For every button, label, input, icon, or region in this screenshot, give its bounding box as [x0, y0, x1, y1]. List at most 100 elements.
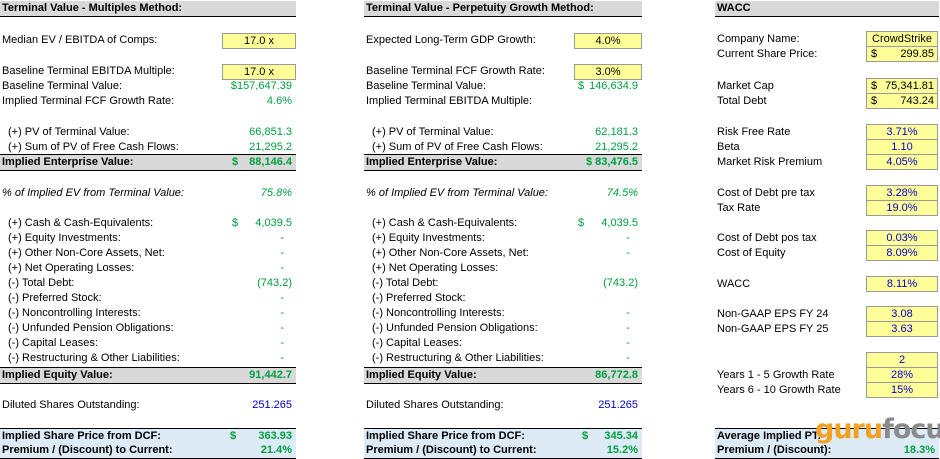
gdp-input[interactable]: 4.0% — [574, 33, 642, 49]
debt-value: (743.2) — [257, 277, 292, 289]
rf-input[interactable]: 3.71% — [866, 124, 938, 140]
perpetuity-title: Terminal Value - Perpetuity Growth Metho… — [366, 2, 594, 14]
eps25-label: Non-GAAP EPS FY 25 — [717, 323, 829, 335]
wacc-title: WACC — [717, 2, 751, 14]
cod-pre-label: Cost of Debt pre tax — [717, 187, 815, 199]
p-equity-inv-row: (+) Equity Investments: - — [364, 231, 642, 246]
wacc-header: WACC — [715, 1, 939, 17]
p-ieq-value: 86,772.8 — [595, 369, 638, 381]
price-value: 363.93 — [258, 430, 292, 442]
p-nol-label: (+) Net Operating Losses: — [372, 262, 499, 274]
noncore-row: (+) Other Non-Core Assets, Net: - — [0, 246, 296, 261]
shares-value: 251.265 — [252, 399, 292, 411]
p-shares-value: 251.265 — [598, 399, 638, 411]
nci-label: (-) Noncontrolling Interests: — [8, 307, 141, 319]
mcap-currency: $ — [871, 80, 878, 92]
p-equity-inv-label: (+) Equity Investments: — [372, 232, 485, 244]
mcap-row: Market Cap — [715, 79, 939, 94]
total-debt-input[interactable]: $ 743.24 — [866, 93, 938, 109]
implied-growth-row: Implied Terminal FCF Growth Rate: 4.6% — [0, 94, 296, 109]
total-debt-currency: $ — [871, 95, 878, 107]
cash-currency: $ — [232, 217, 239, 229]
mcap-label: Market Cap — [717, 80, 774, 92]
nol-value: - — [280, 262, 284, 274]
g610-row: Years 6 - 10 Growth Rate — [715, 383, 939, 398]
g610-input[interactable]: 15% — [866, 382, 938, 398]
p-noncore-value: - — [626, 247, 630, 259]
logo-part-guru: guru — [815, 414, 883, 445]
share-price-label: Current Share Price: — [717, 48, 818, 60]
leases-row: (-) Capital Leases: - — [0, 336, 296, 351]
p-iev-label: Implied Enterprise Value: — [366, 156, 498, 168]
coe-input[interactable]: 8.09% — [866, 245, 938, 261]
eps25-input[interactable]: 3.63 — [866, 321, 938, 337]
g15-input[interactable]: 28% — [866, 367, 938, 383]
mcap-input[interactable]: $ 75,341.81 — [866, 78, 938, 94]
baseline-mult-input[interactable]: 17.0 x — [222, 64, 296, 80]
p-nol-row: (+) Net Operating Losses: — [364, 261, 642, 276]
p-baseline-tv-row: Baseline Terminal Value: $ 146,634.9 — [364, 79, 642, 94]
beta-input[interactable]: 1.10 — [866, 139, 938, 155]
median-input[interactable]: 17.0 x — [222, 33, 296, 49]
p-iev-currency: $ — [586, 156, 593, 168]
fcf-growth-row: Baseline Terminal FCF Growth Rate: 3.0% — [364, 64, 642, 80]
mrp-row: Market Risk Premium — [715, 155, 939, 170]
fcf-growth-input[interactable]: 3.0% — [574, 64, 642, 80]
p-nci-label: (-) Noncontrolling Interests: — [372, 307, 505, 319]
eps24-input[interactable]: 3.08 — [866, 306, 938, 322]
nol-row: (+) Net Operating Losses: - — [0, 261, 296, 276]
p-cash-currency: $ — [578, 217, 585, 229]
rf-label: Risk Free Rate — [717, 126, 791, 138]
cash-value: 4,039.5 — [255, 217, 292, 229]
p-price-currency: $ — [582, 430, 589, 442]
premium-value: 21.4% — [260, 444, 292, 456]
perpetuity-header: Terminal Value - Perpetuity Growth Metho… — [364, 1, 642, 17]
pv-fcf-value: 21,295.2 — [249, 141, 292, 153]
p-equity-inv-value: - — [626, 232, 630, 244]
avg-pt-row: Average Implied PT: — [715, 428, 939, 444]
p-pref-row: (-) Preferred Stock: — [364, 291, 642, 306]
share-price-value: 299.85 — [900, 48, 934, 60]
p-nci-row: (-) Noncontrolling Interests: - — [364, 306, 642, 321]
cod-post-input[interactable]: 0.03% — [866, 230, 938, 246]
p-pct-value: 74.5% — [606, 187, 638, 199]
p-cash-label: (+) Cash & Cash-Equivalents: — [372, 217, 518, 229]
share-price-currency: $ — [871, 48, 878, 60]
implied-growth-value: 4.6% — [266, 95, 292, 107]
wacc-premium-label: Premium / (Discount): — [717, 444, 832, 456]
cod-pre-input[interactable]: 3.28% — [866, 185, 938, 201]
pref-label: (-) Preferred Stock: — [8, 292, 102, 304]
cod-pre-row: Cost of Debt pre tax — [715, 186, 939, 201]
p-pension-label: (-) Unfunded Pension Obligations: — [372, 322, 538, 334]
mrp-input[interactable]: 4.05% — [866, 154, 938, 170]
share-price-input[interactable]: $ 299.85 — [866, 46, 938, 62]
p-price-row: Implied Share Price from DCF: $ 345.34 — [364, 428, 642, 444]
shares-label: Diluted Shares Outstanding: — [2, 399, 140, 411]
implied-mult-label: Implied Terminal EBITDA Multiple: — [366, 95, 533, 107]
debt-label: (-) Total Debt: — [8, 277, 75, 289]
wacc-label: WACC — [717, 278, 751, 290]
company-label: Company Name: — [717, 33, 800, 45]
p-noncore-row: (+) Other Non-Core Assets, Net: - — [364, 246, 642, 261]
share-price-row: Current Share Price: — [715, 47, 939, 62]
wacc-premium-row: Premium / (Discount): 18.3% — [715, 443, 939, 459]
median-row: Median EV / EBITDA of Comps: 17.0 x — [0, 33, 296, 49]
pension-label: (-) Unfunded Pension Obligations: — [8, 322, 174, 334]
coe-row: Cost of Equity — [715, 246, 939, 261]
p-pv-fcf-value: 21,295.2 — [595, 141, 638, 153]
wacc-input[interactable]: 8.11% — [866, 276, 938, 292]
implied-mult-row: Implied Terminal EBITDA Multiple: — [364, 94, 642, 109]
nci-value: - — [280, 307, 284, 319]
rf-row: Risk Free Rate — [715, 125, 939, 140]
tax-input[interactable]: 19.0% — [866, 200, 938, 216]
p-pension-value: - — [626, 322, 630, 334]
restr-label: (-) Restructuring & Other Liabilities: — [8, 352, 180, 364]
coe-label: Cost of Equity — [717, 247, 786, 259]
cod-post-row: Cost of Debt pos tax — [715, 231, 939, 246]
debt-row: (-) Total Debt: (743.2) — [0, 276, 296, 291]
restr-value: - — [280, 352, 284, 364]
leases-label: (-) Capital Leases: — [8, 337, 98, 349]
company-input[interactable]: CrowdStrike — [866, 31, 938, 47]
years-input[interactable]: 2 — [866, 352, 938, 368]
p-restr-row: (-) Restructuring & Other Liabilities: - — [364, 351, 642, 366]
